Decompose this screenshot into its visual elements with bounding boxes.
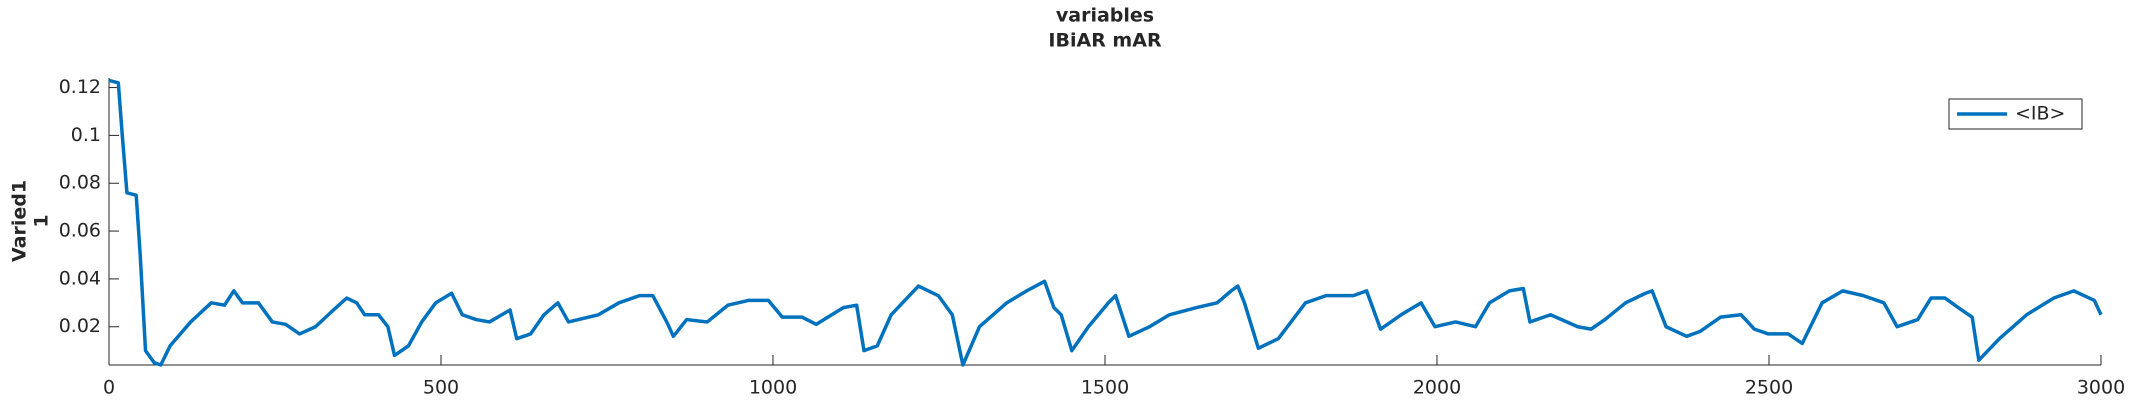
x-tick-label: 1000 [749,377,797,399]
y-tick-label: 0.12 [59,76,101,98]
x-tick-label: 2500 [1745,377,1793,399]
chart-title: variables [1056,5,1154,27]
data-line [108,78,2103,367]
x-tick-label: 0 [103,377,115,399]
legend-label: <IB> [2015,103,2065,125]
y-tick-label: 0.08 [59,172,101,194]
y-tick-label: 0.06 [59,220,101,242]
x-tick-label: 3000 [2077,377,2125,399]
x-tick-label: 2000 [1413,377,1461,399]
y-axis-label: 1 [31,214,53,227]
y-tick-label: 0.04 [59,267,101,289]
chart-subtitle: IBiAR mAR [1048,30,1162,52]
x-tick-label: 1500 [1081,377,1129,399]
y-tick-label: 0.1 [71,124,101,146]
x-tick-label: 500 [423,377,459,399]
y-tick-label: 0.02 [59,315,101,337]
y-axis-label: Varied1 [9,180,31,262]
